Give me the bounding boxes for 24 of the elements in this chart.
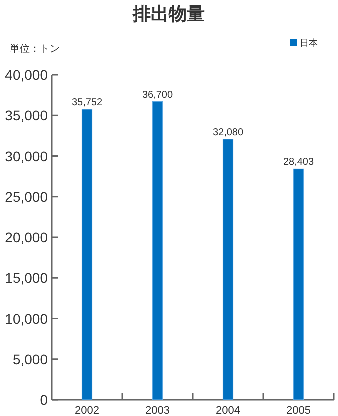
x-tick-label: 2004	[216, 405, 240, 416]
bar	[222, 139, 234, 400]
x-tick-label: 2002	[75, 405, 100, 416]
y-tick-label: 5,000	[12, 351, 48, 368]
bar	[293, 168, 304, 400]
x-tick-label: 2003	[146, 405, 170, 416]
bar	[152, 102, 164, 400]
data-label: 35,752	[72, 98, 103, 109]
y-tick-label: 40,000	[5, 67, 48, 83]
legend-label: 日本	[300, 38, 318, 48]
text: 単位：トン	[10, 43, 60, 55]
y-tick-label: 25,000	[5, 188, 48, 205]
y-tick-label: 20,000	[5, 230, 48, 246]
bar	[82, 109, 93, 400]
chart-title: 排出物量	[132, 4, 205, 24]
data-label: 28,403	[283, 157, 314, 168]
y-tick-label: 30,000	[5, 148, 48, 164]
data-label: 36,700	[142, 90, 174, 101]
data-label: 32,080	[212, 127, 244, 138]
y-tick-label: 15,000	[5, 270, 48, 286]
y-tick-label: 0	[40, 392, 48, 408]
y-tick-label: 10,000	[5, 310, 48, 327]
x-tick-label: 2005	[286, 405, 311, 416]
y-tick-label: 35,000	[5, 108, 48, 124]
